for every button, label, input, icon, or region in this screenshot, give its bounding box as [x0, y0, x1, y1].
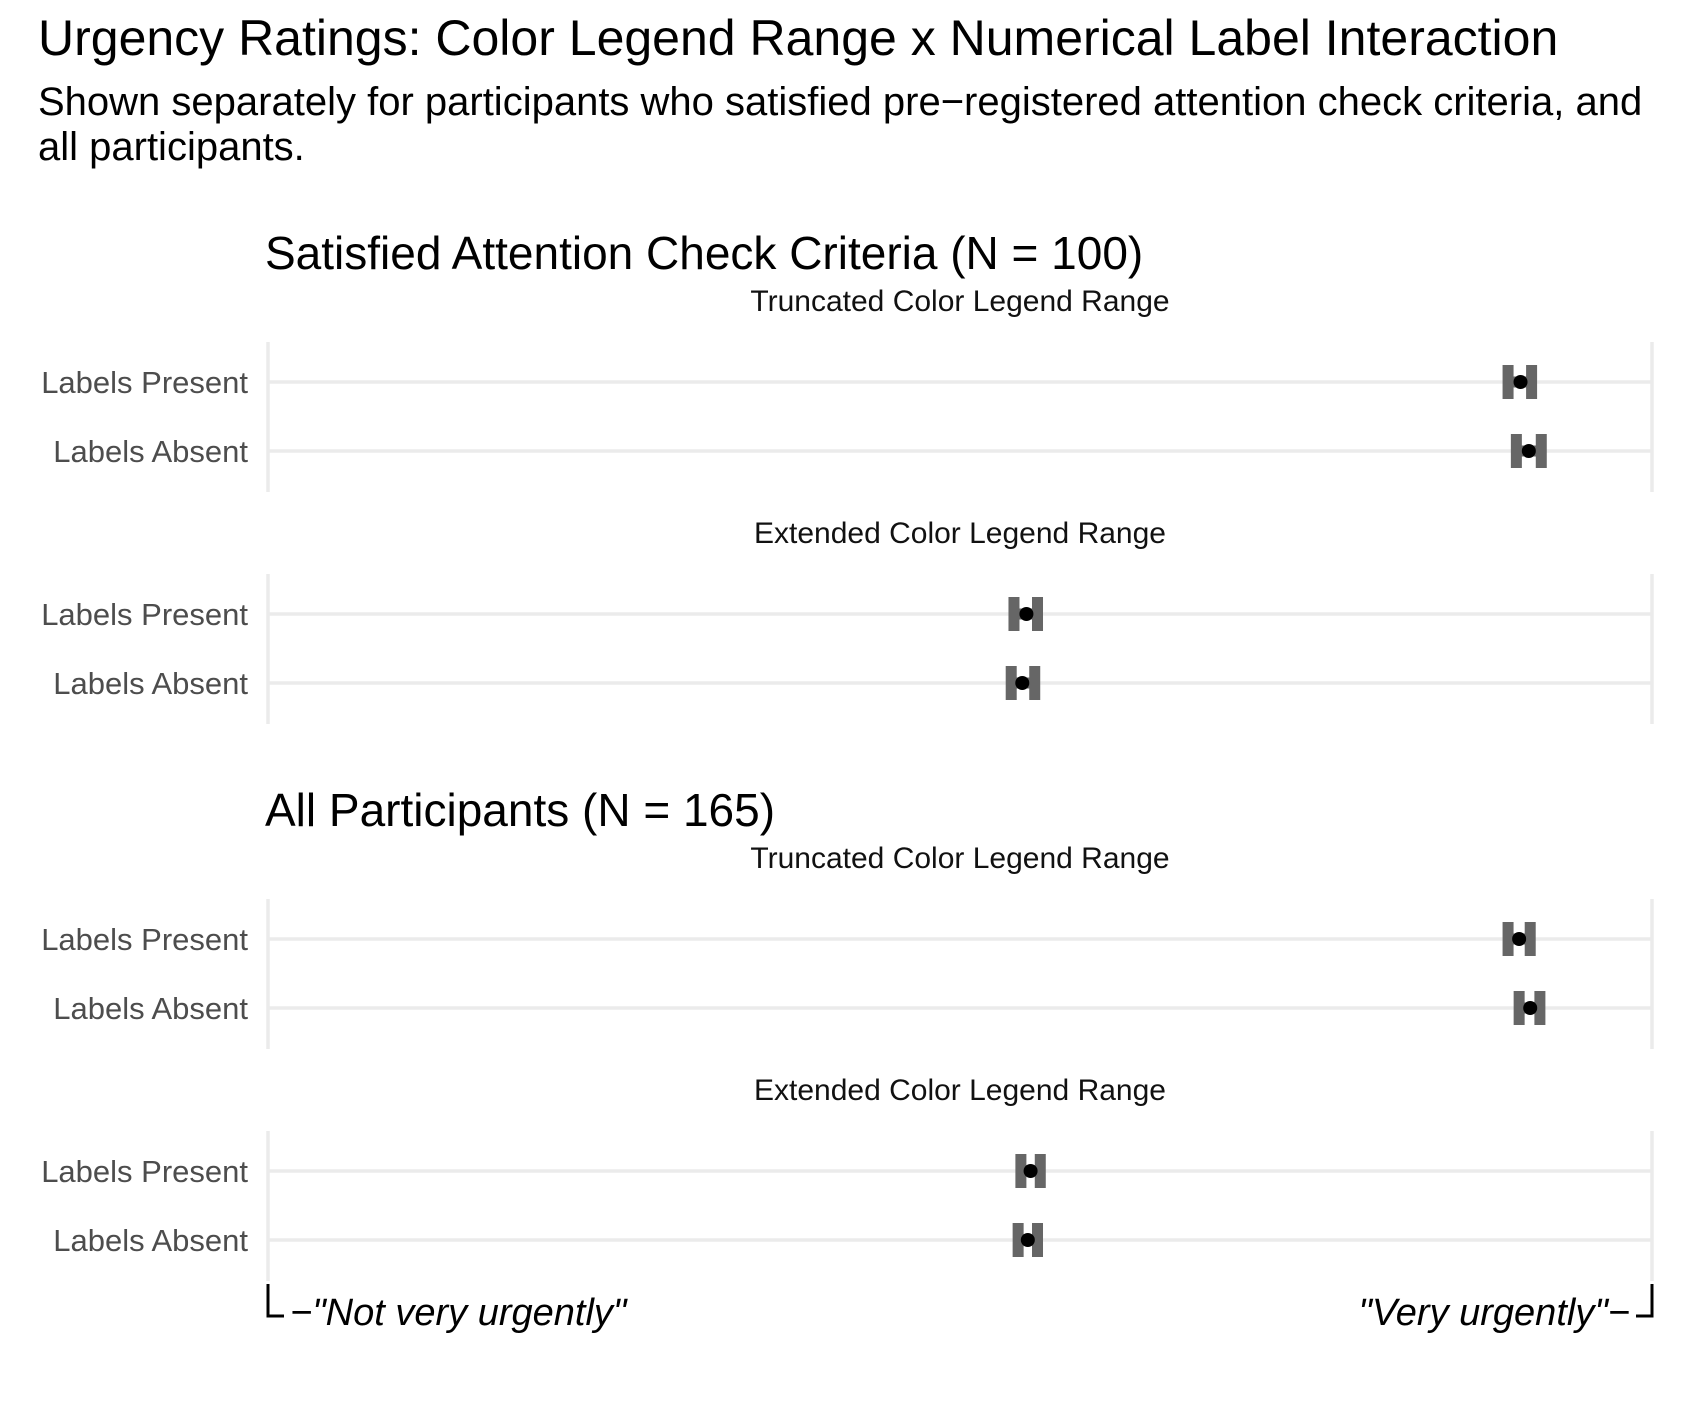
- group-title: Satisfied Attention Check Criteria (N = …: [265, 227, 1143, 279]
- row-label: Labels Absent: [53, 666, 248, 701]
- mean-point: [1015, 676, 1030, 690]
- mean-point: [1523, 1001, 1538, 1015]
- mean-point: [1019, 607, 1034, 621]
- chart-subtitle: Shown separately for participants who sa…: [38, 80, 1643, 169]
- anchor-low-bracket: [266, 1284, 284, 1318]
- panel-title: Extended Color Legend Range: [754, 517, 1166, 550]
- mean-point: [1521, 444, 1536, 458]
- anchor-high-bracket: [1636, 1284, 1654, 1318]
- row-label: Labels Absent: [53, 434, 248, 469]
- row-label: Labels Present: [41, 1154, 248, 1189]
- row-label: Labels Present: [41, 365, 248, 400]
- row-label: Labels Absent: [53, 1223, 248, 1258]
- chart-title: Urgency Ratings: Color Legend Range x Nu…: [38, 10, 1559, 66]
- anchor-low-label: −"Not very urgently": [290, 1292, 628, 1334]
- row-label: Labels Present: [41, 922, 248, 957]
- row-label: Labels Present: [41, 597, 248, 632]
- mean-point: [1023, 1164, 1038, 1178]
- row-label: Labels Absent: [53, 991, 248, 1026]
- group-title: All Participants (N = 165): [265, 784, 775, 836]
- mean-point: [1020, 1233, 1035, 1247]
- anchor-high-label: "Very urgently"−: [1358, 1292, 1630, 1334]
- mean-point: [1512, 932, 1527, 946]
- panel-title: Truncated Color Legend Range: [750, 842, 1169, 875]
- panel-title: Truncated Color Legend Range: [750, 285, 1169, 318]
- mean-point: [1513, 375, 1528, 389]
- panel-title: Extended Color Legend Range: [754, 1074, 1166, 1107]
